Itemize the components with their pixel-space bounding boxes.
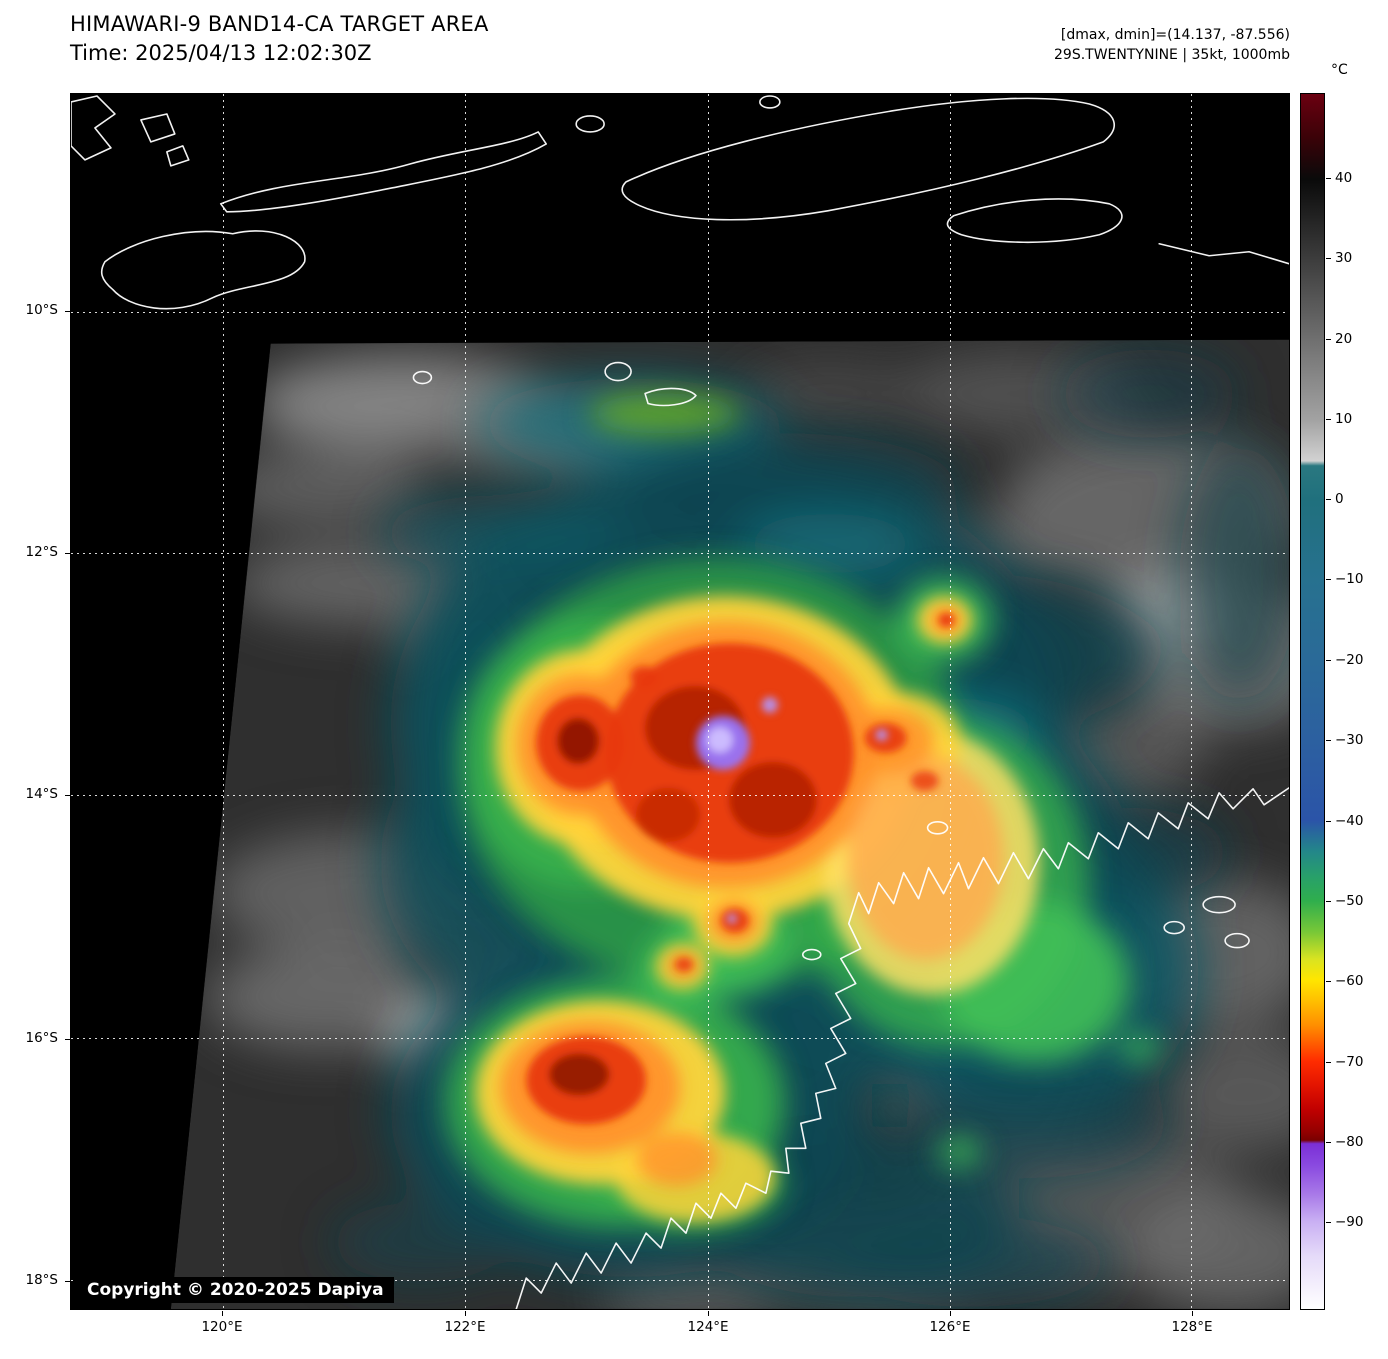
- scan-swath: [170, 339, 1289, 1309]
- x-axis-tickmark: [708, 1311, 710, 1316]
- island-coast: [946, 198, 1123, 244]
- island-coast: [412, 370, 433, 385]
- island-coast: [71, 95, 116, 161]
- island-coast: [759, 95, 781, 109]
- island-coast: [644, 387, 697, 407]
- island-coast: [1202, 895, 1236, 914]
- island-coast: [166, 145, 190, 167]
- gridline-latitude: [71, 311, 1289, 313]
- satellite-imagery: [71, 94, 1289, 1309]
- lon-tick-label: 122°E: [444, 1319, 486, 1335]
- x-axis-tickmark: [222, 1311, 223, 1316]
- island-coast: [575, 115, 605, 133]
- coastline-paths: [71, 95, 1289, 1309]
- island-coast: [140, 113, 176, 143]
- gridline-longitude: [222, 94, 224, 1309]
- red-cloud-layer: [526, 613, 955, 1125]
- x-axis-tickmark: [949, 1311, 951, 1316]
- colorbar-tickmark: [1326, 981, 1331, 983]
- colorbar-tickmark: [1326, 1142, 1331, 1144]
- x-axis: 120°E 122°E 124°E 126°E 128°E: [70, 1311, 1290, 1347]
- colorbar-tick-label: −40: [1335, 813, 1364, 829]
- gridline-latitude: [71, 1280, 1289, 1282]
- colorbar-tickmark: [1326, 900, 1331, 902]
- colorbar-tickmark: [1326, 739, 1331, 741]
- purple-core-layer: [695, 697, 888, 924]
- colorbar-tick-label: −30: [1335, 731, 1364, 748]
- island-coast: [604, 361, 632, 382]
- lat-tick-label: 18°S: [25, 1272, 59, 1289]
- y-axis-tickmark: [65, 553, 70, 555]
- island-coast: [100, 230, 306, 310]
- colorbar-tickmark: [1326, 258, 1331, 260]
- colorbar-tick-label: 40: [1335, 169, 1353, 186]
- colorbar-tickmark: [1326, 177, 1331, 179]
- colorbar-tick-label: −20: [1335, 652, 1364, 668]
- colorbar-tick-label: 10: [1335, 410, 1353, 427]
- colorbar-tickmark: [1326, 579, 1331, 581]
- y-axis: 10°S 12°S 14°S 16°S 18°S: [0, 93, 70, 1310]
- colorbar-tick-label: 20: [1335, 330, 1353, 347]
- island-coast: [621, 97, 1115, 221]
- y-axis-tickmark: [65, 1038, 70, 1040]
- colorbar-tick-label: 30: [1335, 250, 1353, 267]
- colorbar-unit-label: °C: [1331, 62, 1348, 78]
- x-axis-tickmark: [465, 1311, 467, 1316]
- timestamp-label: Time: 2025/04/13 12:02:30Z: [70, 41, 372, 65]
- gridline-latitude: [71, 553, 1289, 555]
- lon-tick-label: 124°E: [687, 1319, 729, 1335]
- colorbar-tickmark: [1326, 660, 1331, 661]
- colorbar-tickmark: [1326, 1061, 1331, 1063]
- colorbar-tick-label: 0: [1335, 490, 1344, 507]
- gridline-longitude: [465, 94, 467, 1309]
- colorbar-tick-label: −60: [1335, 973, 1364, 990]
- colorbar-tickmark: [1326, 498, 1331, 500]
- island-coast: [1224, 932, 1250, 949]
- map-plot: Copyright © 2020-2025 Dapiya: [70, 93, 1290, 1310]
- island-coast: [219, 131, 548, 213]
- island-coast: [926, 821, 949, 835]
- page-title: HIMAWARI-9 BAND14-CA TARGET AREA: [70, 12, 489, 36]
- colorbar-tickmark: [1326, 1222, 1331, 1224]
- lat-tick-label: 10°S: [25, 302, 59, 319]
- gridline-latitude: [71, 794, 1289, 796]
- colorbar-tick-label: −50: [1335, 892, 1364, 909]
- dmax-dmin-readout: [dmax, dmin]=(14.137, -87.556): [1060, 27, 1290, 43]
- colorbar-gradient: [1300, 93, 1325, 1310]
- lat-tick-label: 12°S: [25, 544, 59, 561]
- y-axis-tickmark: [65, 794, 70, 796]
- island-coast: [801, 948, 822, 961]
- gridline-longitude: [708, 94, 709, 1309]
- lon-tick-label: 126°E: [929, 1319, 971, 1335]
- copyright-badge: Copyright © 2020-2025 Dapiya: [77, 1277, 394, 1303]
- lon-tick-label: 120°E: [201, 1319, 243, 1335]
- australia-coast: [515, 787, 1289, 1309]
- colorbar-tick-label: −70: [1335, 1053, 1364, 1070]
- colorbar-tick-label: −90: [1335, 1214, 1364, 1231]
- colorbar-tick-label: −80: [1335, 1134, 1364, 1151]
- colorbar-tickmark: [1326, 821, 1331, 822]
- colorbar-tickmark: [1326, 418, 1331, 420]
- lon-tick-label: 128°E: [1171, 1319, 1213, 1335]
- lat-tick-label: 16°S: [25, 1030, 59, 1047]
- y-axis-tickmark: [65, 310, 70, 312]
- gridline-longitude: [949, 94, 951, 1309]
- colorbar-ticks: 40 30 20 10 0 −10 −20 −30 −40 −50 −60 −70 −80 −90: [1326, 93, 1386, 1310]
- island-coast: [1163, 920, 1185, 935]
- x-axis-tickmark: [1192, 1311, 1194, 1316]
- gridline-latitude: [71, 1038, 1289, 1040]
- lat-tick-label: 14°S: [25, 786, 59, 803]
- colorbar-tick-label: −10: [1335, 571, 1364, 588]
- island-coast: [1158, 242, 1289, 265]
- storm-info-label: 29S.TWENTYNINE | 35kt, 1000mb: [1054, 47, 1290, 63]
- y-axis-tickmark: [65, 1281, 70, 1283]
- colorbar-tickmark: [1326, 338, 1331, 340]
- gridline-longitude: [1191, 94, 1193, 1309]
